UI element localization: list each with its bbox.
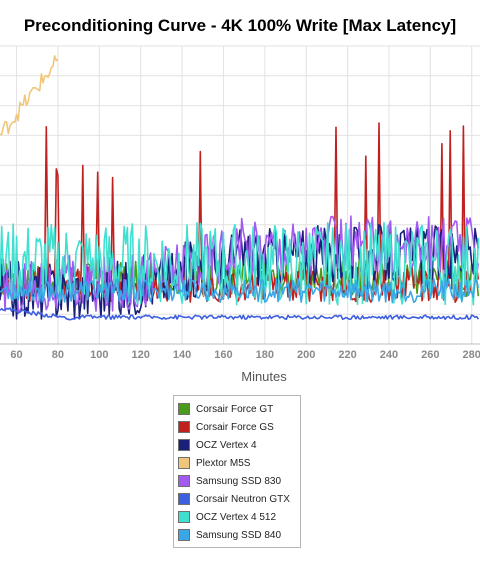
legend-swatch <box>178 421 190 433</box>
legend-label: Corsair Neutron GTX <box>196 493 290 505</box>
legend-label: Corsair Force GS <box>196 421 274 433</box>
legend-swatch <box>178 439 190 451</box>
legend-item: Plextor M5S <box>174 454 300 472</box>
x-tick-label: 260 <box>421 349 439 361</box>
legend-swatch <box>178 529 190 541</box>
legend-label: OCZ Vertex 4 512 <box>196 511 277 523</box>
x-tick-label: 140 <box>173 349 191 361</box>
legend-item: Samsung SSD 840 <box>174 526 300 544</box>
series-line-samsung-ssd-840 <box>0 277 480 304</box>
x-axis-ticks: 60 80 100 120 140 160 180 200 220 240 260 280 <box>10 349 480 361</box>
x-tick-label: 240 <box>380 349 398 361</box>
chart-legend: Corsair Force GT Corsair Force GS OCZ Vert… <box>173 395 301 548</box>
legend-item: Samsung SSD 830 <box>174 472 300 490</box>
series-line-plextor-m5s <box>0 55 59 136</box>
x-tick-label: 120 <box>132 349 150 361</box>
chart-series-lines <box>0 55 480 321</box>
legend-label: Corsair Force GT <box>196 403 274 415</box>
legend-swatch <box>178 457 190 469</box>
x-tick-label: 200 <box>297 349 315 361</box>
legend-item: Corsair Force GS <box>174 418 300 436</box>
legend-item: OCZ Vertex 4 512 <box>174 508 300 526</box>
x-tick-label: 80 <box>52 349 64 361</box>
chart-title: Preconditioning Curve - 4K 100% Write [M… <box>23 16 457 35</box>
legend-swatch <box>178 475 190 487</box>
x-tick-label: 60 <box>10 349 22 361</box>
series-line-ocz-vertex-4 <box>0 224 480 320</box>
legend-label: Plextor M5S <box>196 457 251 469</box>
legend-item: OCZ Vertex 4 <box>174 436 300 454</box>
x-axis-title: Minutes <box>241 369 287 384</box>
legend-label: Samsung SSD 840 <box>196 529 282 541</box>
x-tick-label: 220 <box>338 349 356 361</box>
series-line-corsair-neutron-gtx <box>0 307 479 321</box>
line-chart: 60 80 100 120 140 160 180 200 220 240 260 280 Minut… <box>0 45 480 384</box>
legend-swatch <box>178 403 190 415</box>
legend-item: Corsair Force GT <box>174 400 300 418</box>
legend-item: Corsair Neutron GTX <box>174 490 300 508</box>
x-tick-label: 180 <box>256 349 274 361</box>
x-tick-label: 100 <box>90 349 108 361</box>
series-line-ocz-vertex-4-512 <box>0 221 480 306</box>
legend-label: OCZ Vertex 4 <box>196 439 257 451</box>
x-tick-label: 160 <box>214 349 232 361</box>
x-tick-label: 280 <box>463 349 480 361</box>
legend-label: Samsung SSD 830 <box>196 475 282 487</box>
legend-swatch <box>178 493 190 505</box>
legend-swatch <box>178 511 190 523</box>
